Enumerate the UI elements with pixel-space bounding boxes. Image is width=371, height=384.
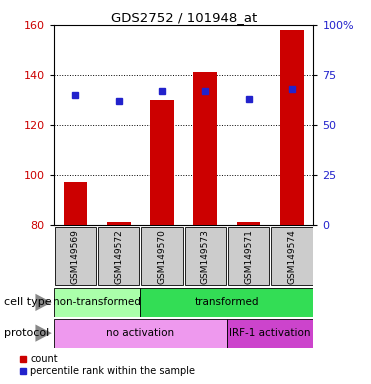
Text: non-transformed: non-transformed <box>53 297 141 308</box>
Text: GSM149570: GSM149570 <box>158 229 167 284</box>
Bar <box>140 288 313 317</box>
Bar <box>107 222 131 225</box>
Bar <box>271 227 313 285</box>
Bar <box>227 319 313 348</box>
Legend: count, percentile rank within the sample: count, percentile rank within the sample <box>20 354 196 376</box>
Text: GSM149569: GSM149569 <box>71 229 80 284</box>
Text: GSM149571: GSM149571 <box>244 229 253 284</box>
Polygon shape <box>36 294 52 311</box>
Bar <box>63 182 87 225</box>
Bar <box>55 227 96 285</box>
Text: IRF-1 activation: IRF-1 activation <box>229 328 311 338</box>
Bar <box>54 288 140 317</box>
Text: GSM149574: GSM149574 <box>288 229 296 284</box>
Bar <box>98 227 139 285</box>
Bar <box>193 73 217 225</box>
Bar <box>141 227 183 285</box>
Bar <box>54 319 227 348</box>
Polygon shape <box>36 324 52 342</box>
Title: GDS2752 / 101948_at: GDS2752 / 101948_at <box>111 11 257 24</box>
Bar <box>228 227 269 285</box>
Text: GSM149572: GSM149572 <box>114 229 123 284</box>
Bar <box>280 30 304 225</box>
Text: transformed: transformed <box>195 297 259 308</box>
Bar <box>150 100 174 225</box>
Bar <box>184 227 226 285</box>
Text: GSM149573: GSM149573 <box>201 229 210 284</box>
Text: cell type: cell type <box>4 297 51 308</box>
Text: protocol: protocol <box>4 328 49 338</box>
Bar <box>237 222 260 225</box>
Text: no activation: no activation <box>106 328 174 338</box>
